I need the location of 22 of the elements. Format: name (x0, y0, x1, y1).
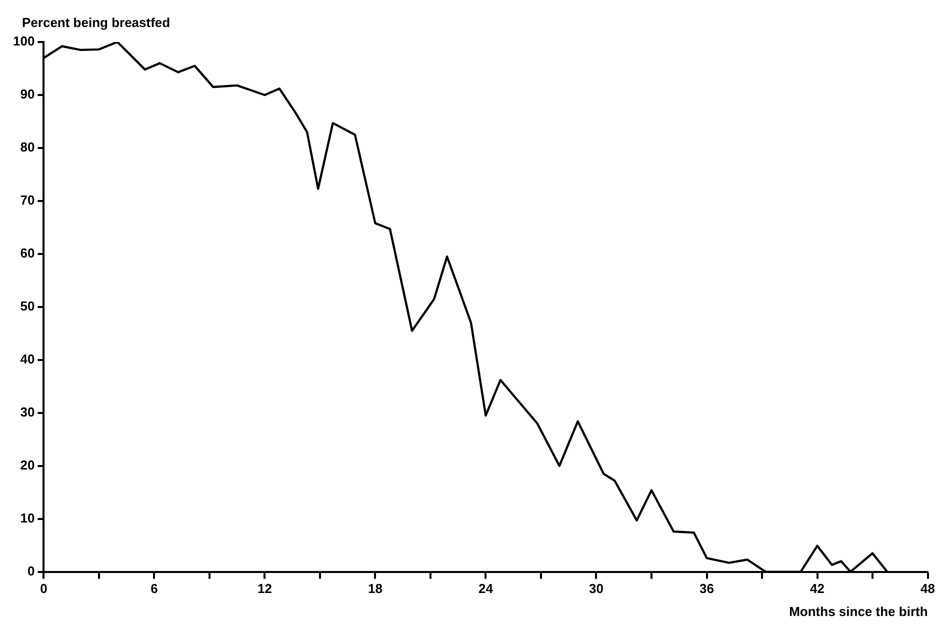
y-tick-label: 60 (20, 246, 35, 260)
y-tick-label: 20 (20, 457, 35, 472)
x-axis-title: Months since the birth (789, 604, 928, 619)
x-tick-label: 30 (589, 581, 604, 596)
x-tick-label: 18 (368, 581, 382, 596)
y-tick-label: 100 (12, 34, 35, 49)
y-tick-label: 90 (20, 86, 35, 102)
x-tick-label: 24 (478, 581, 494, 596)
y-tick-label: 40 (20, 351, 35, 366)
y-tick-label: 10 (20, 510, 35, 526)
y-tick-label: 0 (27, 563, 35, 578)
x-tick-label: 42 (810, 581, 824, 596)
x-tick-label: 48 (920, 581, 936, 596)
x-tick-label: 0 (40, 581, 48, 596)
x-tick-label: 12 (257, 581, 272, 596)
y-tick-label: 80 (20, 140, 35, 155)
x-tick-label: 6 (150, 581, 158, 596)
x-tick-label: 36 (700, 581, 714, 596)
y-tick-label: 50 (20, 298, 35, 314)
y-tick-label: 70 (20, 192, 35, 208)
y-tick-label: 30 (20, 404, 35, 420)
y-axis-title: Percent being breastfed (22, 15, 170, 30)
